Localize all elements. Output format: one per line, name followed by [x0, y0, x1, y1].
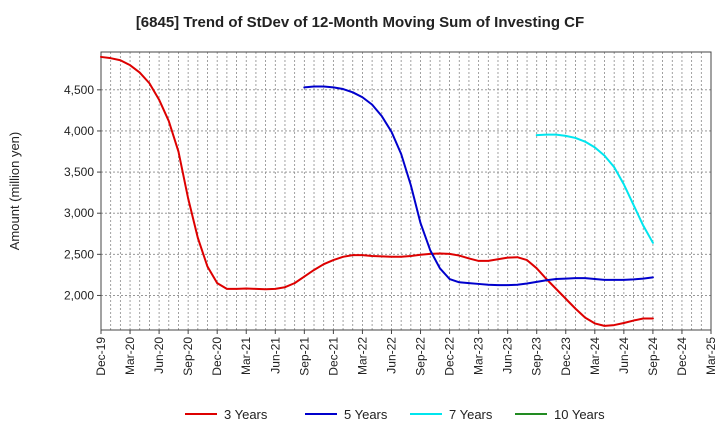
- x-tick-label: Mar-23: [472, 337, 486, 375]
- y-tick-label: 4,000: [64, 124, 94, 138]
- x-tick-label: Dec-23: [559, 337, 573, 376]
- x-tick-label: Dec-19: [94, 337, 108, 376]
- legend-label-7-years: 7 Years: [449, 407, 493, 422]
- y-axis-label: Amount (million yen): [7, 132, 22, 251]
- series-lines: [100, 55, 654, 327]
- y-tick-label: 3,000: [64, 206, 94, 220]
- x-tick-label: Mar-20: [123, 337, 137, 375]
- x-axis-ticks: Dec-19 Mar-20 Jun-20 Sep-20 Dec-20 Mar-21 Jun-…: [94, 330, 718, 376]
- x-tick-label: Mar-25: [704, 337, 718, 375]
- x-tick-label: Jun-21: [268, 337, 282, 374]
- x-tick-label: Mar-24: [588, 337, 602, 375]
- series-line-7-years: [535, 133, 654, 244]
- x-tick-label: Jun-23: [501, 337, 515, 374]
- x-tick-label: Mar-22: [355, 337, 369, 375]
- x-tick-label: Dec-24: [675, 337, 689, 376]
- x-tick-label: Dec-20: [210, 337, 224, 376]
- legend-label-3-years: 3 Years: [224, 407, 268, 422]
- plot-area: [101, 52, 711, 330]
- y-tick-label: 3,500: [64, 165, 94, 179]
- y-tick-label: 4,500: [64, 83, 94, 97]
- x-tick-label: Jun-24: [617, 337, 631, 374]
- chart-title: [6845] Trend of StDev of 12-Month Moving…: [135, 14, 585, 31]
- x-tick-label: Sep-22: [414, 337, 428, 376]
- x-tick-label: Sep-23: [530, 337, 544, 376]
- legend-label-5-years: 5 Years: [344, 407, 388, 422]
- x-tick-label: Sep-21: [297, 337, 311, 376]
- series-line-3-years: [100, 55, 654, 327]
- x-tick-label: Sep-24: [646, 337, 660, 376]
- x-tick-label: Dec-21: [326, 337, 340, 376]
- y-tick-label: 2,000: [64, 288, 94, 302]
- x-tick-label: Dec-22: [443, 337, 457, 376]
- x-tick-label: Jun-20: [152, 337, 166, 374]
- series-line-5-years: [303, 85, 654, 287]
- y-axis-ticks: 2,000 2,500 3,000 3,500 4,000 4,500: [64, 83, 101, 302]
- x-tick-label: Jun-22: [384, 337, 398, 374]
- plot-frame: [100, 51, 712, 331]
- x-tick-label: Mar-21: [239, 337, 253, 375]
- legend-label-10-years: 10 Years: [554, 407, 605, 422]
- legend: 3 Years 5 Years 7 Years 10 Years: [185, 407, 605, 422]
- y-tick-label: 2,500: [64, 247, 94, 261]
- x-tick-label: Sep-20: [181, 337, 195, 376]
